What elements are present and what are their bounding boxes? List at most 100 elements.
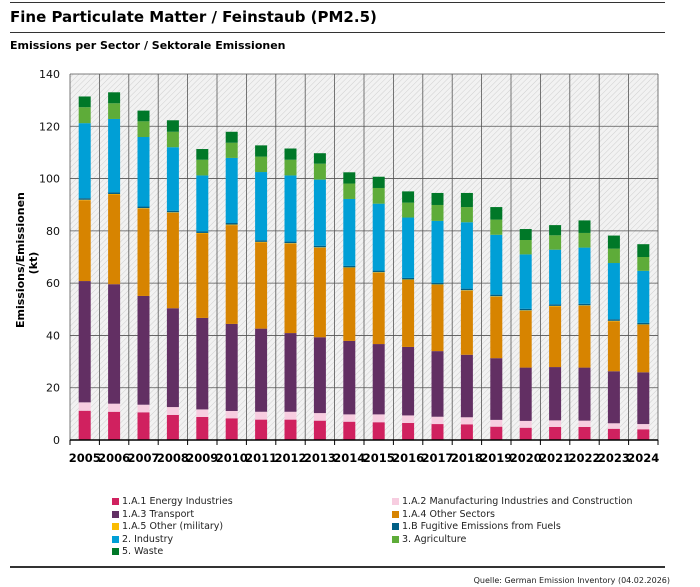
- x-tick-label: 2013: [304, 451, 336, 465]
- bar-segment-2021-s7: [549, 235, 562, 250]
- bar-segment-2011-s7: [255, 156, 268, 173]
- bar-segment-2022-s3: [578, 305, 591, 368]
- bar-segment-2021-s5: [549, 304, 562, 306]
- bar-segment-2014-s0: [343, 421, 356, 440]
- bar-segment-2010-s4: [225, 224, 238, 226]
- bar-segment-2013-s5: [313, 245, 326, 248]
- x-tick-label: 2007: [127, 451, 159, 465]
- bar-segment-2016-s4: [402, 279, 415, 281]
- bar-segment-2016-s5: [402, 277, 415, 280]
- bar-segment-2023-s7: [607, 248, 620, 264]
- legend-swatch: [392, 523, 399, 530]
- bar-segment-2011-s0: [255, 419, 268, 440]
- legend-swatch: [112, 523, 119, 530]
- bar-segment-2013-s8: [313, 153, 326, 164]
- bar-segment-2024-s7: [637, 257, 650, 271]
- x-tick-label: 2014: [333, 451, 365, 465]
- bar-segment-2017-s6: [431, 220, 444, 283]
- bar-segment-2007-s0: [137, 412, 150, 440]
- bar-segment-2016-s3: [402, 280, 415, 347]
- bar-segment-2007-s2: [137, 295, 150, 405]
- bar-segment-2024-s3: [637, 324, 650, 373]
- legend-swatch: [112, 548, 119, 555]
- x-tick-label: 2009: [186, 451, 218, 465]
- bar-segment-2024-s0: [637, 429, 650, 440]
- bar-segment-2015-s0: [372, 422, 385, 440]
- bar-segment-2019-s0: [490, 426, 503, 440]
- bar-segment-2015-s8: [372, 176, 385, 188]
- bar-segment-2006-s1: [108, 403, 121, 412]
- bar-segment-2008-s1: [166, 407, 179, 415]
- bar-segment-2010-s3: [225, 225, 238, 324]
- bar-segment-2012-s8: [284, 148, 297, 160]
- x-tick-label: 2012: [274, 451, 306, 465]
- bar-segment-2011-s2: [255, 328, 268, 412]
- bar-segment-2007-s3: [137, 208, 150, 296]
- x-tick-label: 2008: [157, 451, 189, 465]
- bar-segment-2009-s3: [196, 233, 209, 318]
- legend-label: 1.A.3 Transport: [122, 508, 195, 520]
- bar-segment-2024-s2: [637, 372, 650, 425]
- x-tick-label: 2006: [98, 451, 130, 465]
- bar-segment-2023-s0: [607, 428, 620, 440]
- x-tick-label: 2016: [392, 451, 424, 465]
- legend-label: 1.A.1 Energy Industries: [122, 496, 233, 507]
- legend-item: 1.A.4 Other Sectors: [392, 509, 495, 520]
- bar-segment-2023-s8: [607, 235, 620, 249]
- bar-segment-2006-s3: [108, 194, 121, 285]
- legend-label: 5. Waste: [122, 546, 164, 557]
- legend-item: 1.B Fugitive Emissions from Fuels: [392, 521, 561, 532]
- bar-segment-2005-s3: [78, 200, 91, 282]
- bar-segment-2008-s3: [166, 212, 179, 309]
- bar-segment-2009-s1: [196, 409, 209, 417]
- bar-segment-2013-s7: [313, 163, 326, 180]
- y-tick-label: 0: [53, 434, 60, 447]
- bar-segment-2010-s8: [225, 131, 238, 143]
- legend-item: 1.A.1 Energy Industries: [112, 496, 233, 507]
- bar-segment-2006-s8: [108, 92, 121, 104]
- bar-segment-2013-s1: [313, 413, 326, 421]
- divider: [10, 32, 665, 33]
- x-tick-label: 2021: [539, 451, 571, 465]
- legend-swatch: [392, 498, 399, 505]
- legend-swatch: [112, 535, 119, 543]
- x-tick-label: 2017: [421, 451, 453, 465]
- bar-segment-2012-s1: [284, 411, 297, 420]
- bar-segment-2021-s2: [549, 367, 562, 421]
- bar-segment-2005-s2: [78, 281, 91, 403]
- bar-segment-2021-s1: [549, 420, 562, 427]
- bar-segment-2006-s6: [108, 118, 121, 193]
- bar-segment-2008-s4: [166, 212, 179, 213]
- bar-segment-2016-s0: [402, 423, 415, 440]
- bar-segment-2014-s5: [343, 265, 356, 268]
- bar-segment-2017-s1: [431, 416, 444, 425]
- bar-segment-2008-s2: [166, 308, 179, 408]
- bar-segment-2005-s4: [78, 199, 91, 201]
- bar-segment-2017-s0: [431, 424, 444, 440]
- bar-segment-2010-s0: [225, 418, 238, 440]
- bar-segment-2014-s8: [343, 172, 356, 184]
- bar-segment-2012-s7: [284, 159, 297, 176]
- bar-segment-2017-s8: [431, 192, 444, 205]
- bar-segment-2012-s6: [284, 175, 297, 242]
- bar-segment-2011-s5: [255, 240, 268, 242]
- bar-segment-2015-s5: [372, 270, 385, 273]
- legend-swatch: [392, 510, 399, 518]
- bar-segment-2010-s1: [225, 410, 238, 419]
- bar-segment-2011-s8: [255, 145, 268, 157]
- bar-segment-2019-s5: [490, 294, 503, 297]
- bar-segment-2008-s6: [166, 147, 179, 211]
- legend-item: 1.A.2 Manufacturing Industries and Const…: [392, 496, 633, 507]
- chart-subtitle: Emissions per Sector / Sektorale Emissio…: [10, 39, 286, 52]
- bar-segment-2007-s1: [137, 404, 150, 413]
- bar-segment-2024-s6: [637, 270, 650, 323]
- stacked-bar-chart: 0204060801001201402005200620072008200920…: [39, 68, 659, 465]
- bar-segment-2018-s0: [460, 424, 473, 440]
- bar-segment-2018-s4: [460, 290, 473, 291]
- bar-segment-2023-s6: [607, 263, 620, 320]
- legend-label: 3. Agriculture: [402, 533, 467, 545]
- bar-segment-2009-s4: [196, 232, 209, 234]
- bar-segment-2014-s4: [343, 267, 356, 268]
- bar-segment-2018-s5: [460, 288, 473, 291]
